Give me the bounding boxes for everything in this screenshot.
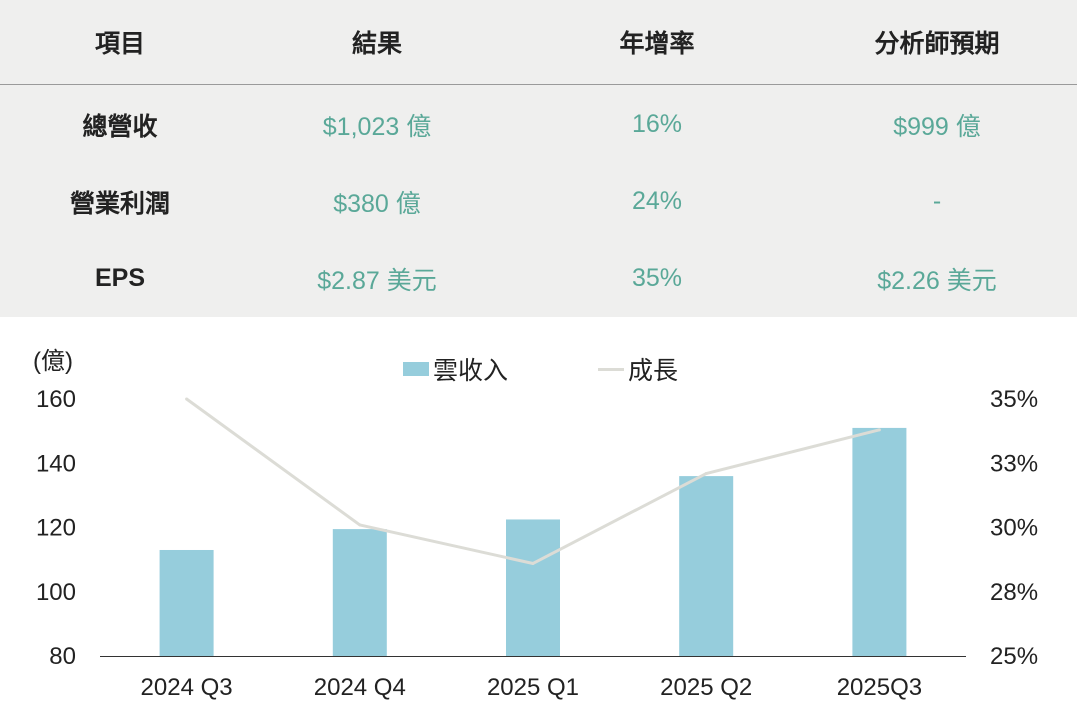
y-left-tick-label: 120 <box>36 515 76 542</box>
row-result: $1,023 億 <box>322 112 432 141</box>
bar <box>159 549 214 656</box>
row-estimate: $2.26 美元 <box>877 266 997 295</box>
growth-point <box>185 397 189 401</box>
results-table: 項目 結果 年增率 分析師預期 總營收 $1,023 億 16% $999 億 … <box>0 0 1077 317</box>
y-left-tick-label: 80 <box>49 643 76 670</box>
header-analyst-estimate: 分析師預期 <box>874 30 1000 58</box>
x-tick-label: 2025 Q1 <box>487 674 579 701</box>
row-yoy: 35% <box>631 264 683 292</box>
table-row: 營業利潤 $380 億 24% - <box>0 163 1077 240</box>
y-right-tick-label: 35% <box>990 386 1038 413</box>
growth-point <box>531 561 535 565</box>
bar <box>332 529 387 656</box>
y-right-tick-label: 25% <box>990 643 1038 670</box>
row-estimate: - <box>932 187 942 215</box>
row-yoy: 16% <box>631 110 683 138</box>
growth-point <box>358 523 362 527</box>
x-tick-label: 2025 Q2 <box>660 674 752 701</box>
growth-point <box>704 472 708 476</box>
y-left-tick-label: 160 <box>36 386 76 413</box>
x-tick-label: 2025Q3 <box>837 674 922 701</box>
y-right-tick-label: 33% <box>990 450 1038 477</box>
legend-swatch-line <box>598 367 624 371</box>
y-right-tick-label: 28% <box>990 579 1038 606</box>
y-left-tick-label: 140 <box>36 450 76 477</box>
header-result: 結果 <box>351 30 402 58</box>
header-item: 項目 <box>94 30 145 58</box>
bar <box>679 476 734 656</box>
header-yoy: 年增率 <box>619 30 695 58</box>
y-left-tick-label: 100 <box>36 579 76 606</box>
cloud-revenue-chart: 80 100 120 140 160 25% 28% 30% 33% 35% 2024 Q3 2024… <box>0 317 1077 718</box>
growth-point <box>877 428 881 432</box>
row-yoy: 24% <box>631 187 683 215</box>
x-tick-label: 2024 Q3 <box>141 674 233 701</box>
y-axis-unit-label: (億) <box>33 348 73 375</box>
bar <box>506 519 560 656</box>
legend-item-line: 成長 <box>598 351 678 387</box>
row-label: 總營收 <box>82 112 158 141</box>
legend-label-bar: 雲收入 <box>433 357 509 385</box>
legend-swatch-bar <box>403 362 429 376</box>
x-tick-label: 2024 Q4 <box>314 674 406 701</box>
chart-canvas: 80 100 120 140 160 25% 28% 30% 33% 35% 2024 Q3 2024… <box>36 386 1038 701</box>
table-row: 總營收 $1,023 億 16% $999 億 <box>0 86 1077 163</box>
row-result: $2.87 美元 <box>317 266 437 295</box>
bar <box>852 427 907 656</box>
row-result: $380 億 <box>333 189 421 218</box>
legend: 雲收入 成長 <box>0 351 1077 385</box>
row-label: 營業利潤 <box>69 189 170 218</box>
table-row: EPS $2.87 美元 35% $2.26 美元 <box>0 240 1077 317</box>
y-right-tick-label: 30% <box>990 515 1038 542</box>
row-estimate: $999 億 <box>893 112 981 141</box>
row-label: EPS <box>94 264 146 292</box>
table-header-row: 項目 結果 年增率 分析師預期 <box>0 0 1077 85</box>
legend-label-line: 成長 <box>628 357 679 385</box>
legend-item-bar: 雲收入 <box>403 351 508 387</box>
